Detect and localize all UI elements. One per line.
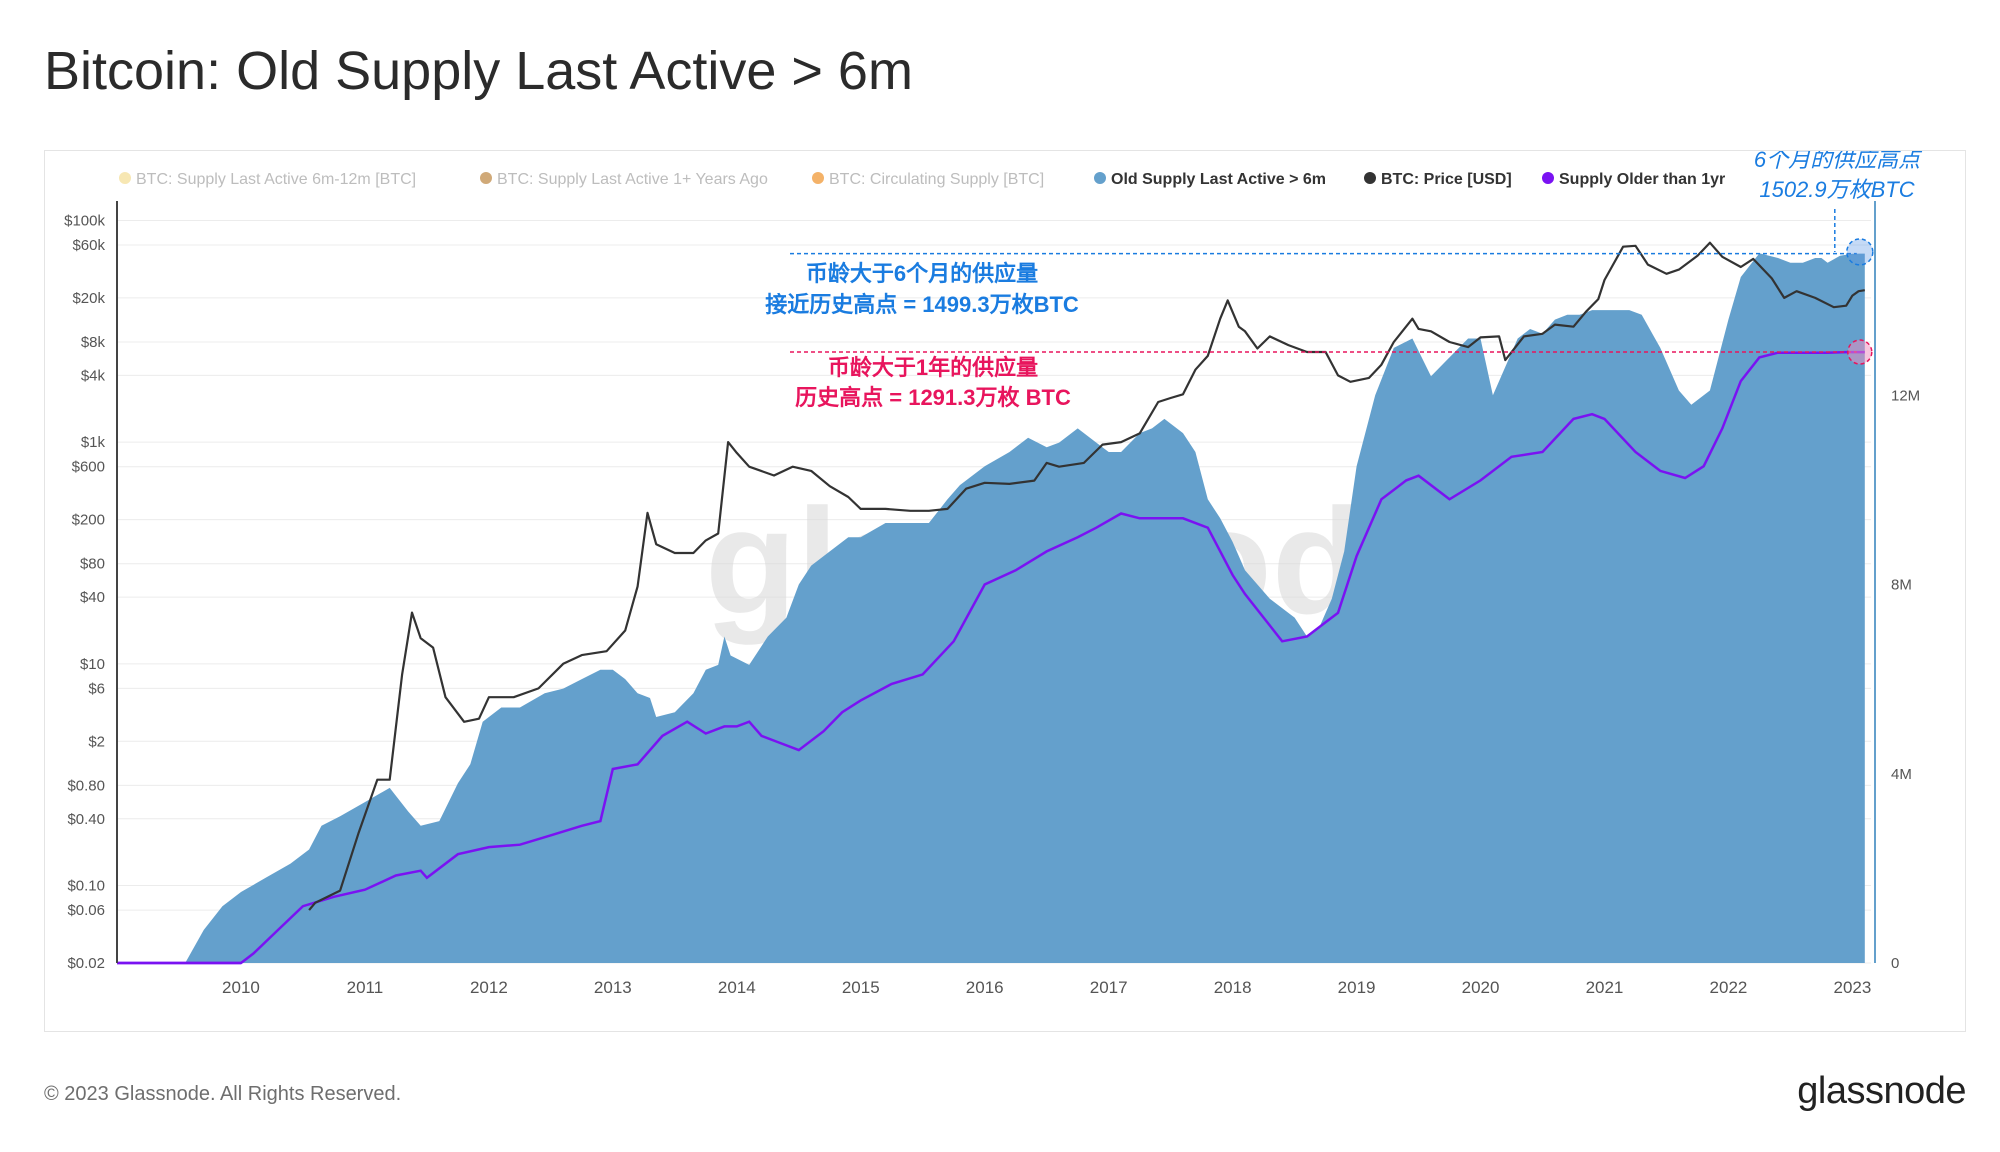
y-tick-label: $6 — [88, 680, 105, 697]
annotation-line: 6个月的供应高点 — [1754, 151, 1923, 172]
legend-label: BTC: Circulating Supply [BTC] — [829, 171, 1044, 188]
y-tick-label: $10 — [80, 656, 105, 673]
legend-label: BTC: Supply Last Active 6m-12m [BTC] — [136, 171, 416, 188]
x-tick-label: 2020 — [1462, 978, 1500, 997]
brand-logo: glassnode — [1797, 1070, 1966, 1112]
legend-marker — [1542, 172, 1554, 184]
legend-marker — [119, 172, 131, 184]
y-tick-label: $2 — [88, 733, 105, 750]
legend-label: Old Supply Last Active > 6m — [1111, 171, 1326, 188]
annotation-peak: 6个月的供应高点 1502.9万枚BTC — [1754, 151, 1923, 202]
y-tick-label: $0.80 — [67, 777, 105, 794]
x-tick-label: 2012 — [470, 978, 508, 997]
annotation-line: 历史高点 = 1291.3万枚 BTC — [795, 385, 1071, 410]
legend-item: BTC: Supply Last Active 1+ Years Ago — [480, 171, 768, 188]
annotation-line: 接近历史高点 = 1499.3万枚BTC — [765, 292, 1079, 317]
x-tick-label: 2013 — [594, 978, 632, 997]
x-tick-label: 2018 — [1214, 978, 1252, 997]
y-tick-label: $40 — [80, 589, 105, 606]
legend-label: BTC: Supply Last Active 1+ Years Ago — [497, 171, 768, 188]
annotation-line: 币龄大于6个月的供应量 — [806, 261, 1038, 286]
legend: BTC: Supply Last Active 6m-12m [BTC] BTC:… — [119, 171, 1725, 188]
annotation-line: 1502.9万枚BTC — [1759, 177, 1914, 202]
y-tick-label: $60k — [72, 237, 105, 254]
y-tick-label: $8k — [81, 334, 106, 351]
y-tick-label: $0.02 — [67, 955, 105, 972]
x-tick-label: 2011 — [347, 978, 384, 997]
peak-marker-1y — [1847, 339, 1873, 365]
y-tick-label: 4M — [1891, 766, 1912, 783]
x-tick-label: 2015 — [842, 978, 880, 997]
legend-marker — [480, 172, 492, 184]
legend-marker — [1364, 172, 1376, 184]
x-axis-ticks: 2010 2011 2012 2013 2014 2015 2016 2017 2018 2019… — [222, 978, 1871, 997]
legend-label: BTC: Price [USD] — [1381, 171, 1512, 188]
x-tick-label: 2014 — [718, 978, 756, 997]
legend-item: BTC: Supply Last Active 6m-12m [BTC] — [119, 171, 416, 188]
x-tick-label: 2017 — [1090, 978, 1128, 997]
x-tick-label: 2022 — [1710, 978, 1748, 997]
y-tick-label: 8M — [1891, 577, 1912, 594]
legend-item: Old Supply Last Active > 6m — [1094, 171, 1326, 188]
x-tick-label: 2023 — [1833, 978, 1871, 997]
series-area-old-supply-6m — [117, 253, 1865, 964]
legend-item: BTC: Circulating Supply [BTC] — [812, 171, 1044, 188]
x-tick-label: 2021 — [1586, 978, 1624, 997]
legend-marker — [1094, 172, 1106, 184]
y-axis-right-ticks: 0 4M 8M 12M — [1891, 387, 1920, 972]
x-tick-label: 2019 — [1338, 978, 1376, 997]
peak-marker-6m — [1846, 238, 1874, 266]
y-tick-label: $20k — [72, 290, 105, 307]
y-tick-label: $1k — [81, 434, 106, 451]
legend-item: BTC: Price [USD] — [1364, 171, 1512, 188]
y-tick-label: $4k — [81, 367, 106, 384]
legend-marker — [812, 172, 824, 184]
chart-frame: glassnode$100k$60k$20k$8k$4k$1k$600$200$… — [44, 150, 1966, 1032]
legend-item: Supply Older than 1yr — [1542, 171, 1725, 188]
series-line-price — [308, 241, 1865, 911]
legend-label: Supply Older than 1yr — [1559, 171, 1725, 188]
chart: glassnode$100k$60k$20k$8k$4k$1k$600$200$… — [64, 151, 1923, 997]
annotation-line: 币龄大于1年的供应量 — [828, 355, 1038, 380]
y-tick-label: $200 — [72, 512, 105, 529]
y-tick-label: $600 — [72, 459, 105, 476]
x-tick-label: 2016 — [966, 978, 1004, 997]
page-title: Bitcoin: Old Supply Last Active > 6m — [44, 41, 913, 101]
y-tick-label: $0.40 — [67, 811, 105, 828]
x-tick-label: 2010 — [222, 978, 260, 997]
copyright: © 2023 Glassnode. All Rights Reserved. — [44, 1083, 402, 1105]
y-tick-label: 12M — [1891, 387, 1920, 404]
y-tick-label: 0 — [1891, 955, 1899, 972]
series-line-supply-1yr — [117, 350, 1865, 965]
y-tick-label: $0.06 — [67, 902, 105, 919]
y-tick-label: $100k — [64, 212, 105, 229]
y-tick-label: $80 — [80, 556, 105, 573]
y-tick-label: $0.10 — [67, 878, 105, 895]
y-axis-left-ticks: $100k $60k $20k $8k $4k $1k $600 $200 $80 $40 $10 $… — [64, 212, 105, 972]
